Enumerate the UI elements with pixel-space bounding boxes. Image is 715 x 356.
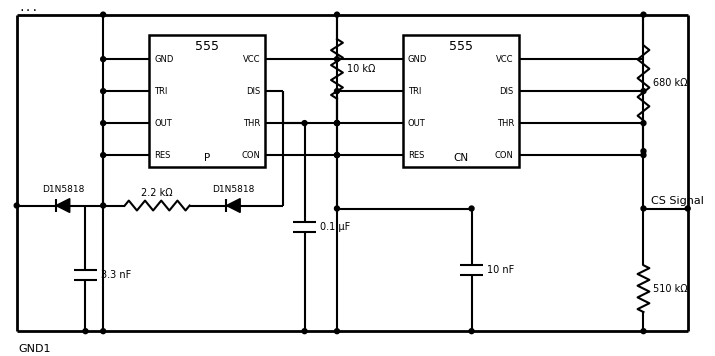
Text: GND: GND — [408, 54, 427, 64]
Polygon shape — [56, 199, 70, 213]
Bar — [149, 35, 265, 167]
Text: RES: RES — [408, 151, 424, 159]
Text: OUT: OUT — [408, 119, 425, 127]
Circle shape — [335, 89, 340, 94]
Circle shape — [335, 329, 340, 334]
Circle shape — [335, 57, 340, 62]
Text: P: P — [204, 153, 210, 163]
Text: 680 kΩ: 680 kΩ — [654, 78, 688, 88]
Circle shape — [101, 203, 106, 208]
Polygon shape — [227, 199, 240, 213]
Text: ...: ... — [19, 2, 39, 12]
Circle shape — [101, 57, 106, 62]
Circle shape — [685, 206, 690, 211]
Circle shape — [101, 153, 106, 158]
Circle shape — [101, 12, 106, 17]
Circle shape — [335, 121, 340, 126]
Text: 3.3 nF: 3.3 nF — [102, 270, 132, 280]
Circle shape — [302, 121, 307, 126]
Text: GND: GND — [154, 54, 174, 64]
Text: VCC: VCC — [496, 54, 514, 64]
Circle shape — [641, 206, 646, 211]
Circle shape — [469, 329, 474, 334]
Text: OUT: OUT — [154, 119, 172, 127]
Text: RES: RES — [154, 151, 171, 159]
Circle shape — [335, 121, 340, 126]
Text: VCC: VCC — [243, 54, 260, 64]
Circle shape — [101, 121, 106, 126]
Text: D1N5818: D1N5818 — [212, 185, 255, 194]
Text: CON: CON — [495, 151, 514, 159]
Text: DIS: DIS — [500, 87, 514, 96]
Circle shape — [469, 206, 474, 211]
Bar — [403, 35, 518, 167]
Text: CN: CN — [453, 153, 468, 163]
Circle shape — [101, 89, 106, 94]
Circle shape — [641, 12, 646, 17]
Circle shape — [14, 203, 19, 208]
Circle shape — [83, 329, 88, 334]
Text: 10 nF: 10 nF — [488, 265, 515, 275]
Circle shape — [302, 329, 307, 334]
Circle shape — [641, 121, 646, 126]
Circle shape — [335, 153, 340, 158]
Text: GND1: GND1 — [19, 344, 51, 354]
Text: D1N5818: D1N5818 — [41, 185, 84, 194]
Text: 0.1 μF: 0.1 μF — [320, 222, 350, 232]
Circle shape — [641, 329, 646, 334]
Text: 555: 555 — [449, 40, 473, 53]
Text: 2.2 kΩ: 2.2 kΩ — [142, 188, 173, 198]
Text: TRI: TRI — [408, 87, 421, 96]
Circle shape — [641, 153, 646, 158]
Circle shape — [641, 89, 646, 94]
Text: 510 kΩ: 510 kΩ — [654, 284, 688, 294]
Circle shape — [335, 153, 340, 158]
Text: DIS: DIS — [246, 87, 260, 96]
Text: THR: THR — [496, 119, 514, 127]
Text: CON: CON — [242, 151, 260, 159]
Text: THR: THR — [243, 119, 260, 127]
Text: CS Signal: CS Signal — [651, 195, 704, 205]
Text: 10 kΩ: 10 kΩ — [347, 64, 375, 74]
Text: 555: 555 — [195, 40, 220, 53]
Circle shape — [335, 12, 340, 17]
Circle shape — [335, 121, 340, 126]
Text: TRI: TRI — [154, 87, 167, 96]
Circle shape — [101, 329, 106, 334]
Circle shape — [641, 149, 646, 153]
Circle shape — [335, 206, 340, 211]
